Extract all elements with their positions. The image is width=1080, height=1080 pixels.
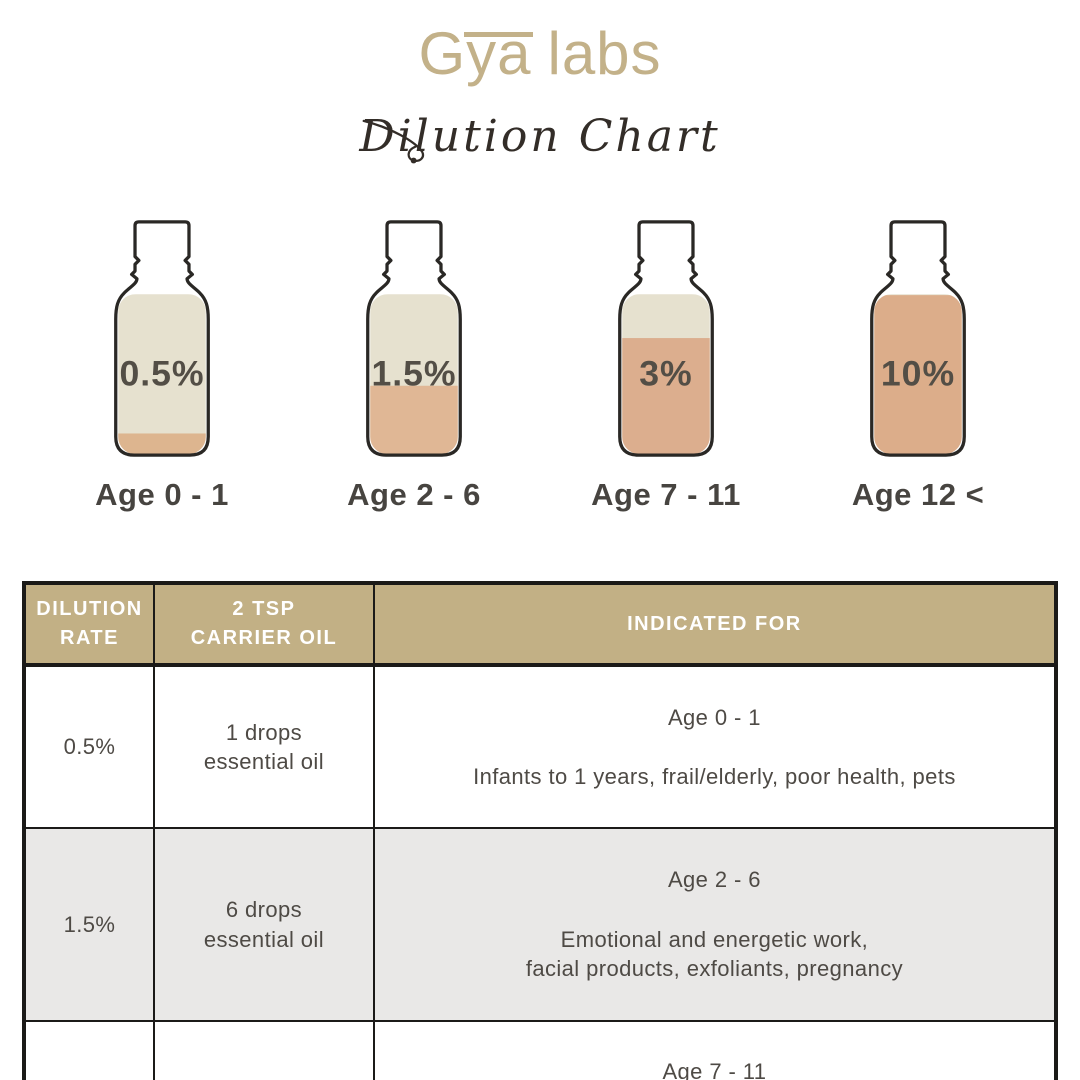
bottle-figure-2: 3% Age 7 - 11 <box>540 218 792 513</box>
age-label: Age 12 < <box>851 477 985 512</box>
table-row-2: 3% 9 drops essential oil Age 7 - 11 Gene… <box>22 1019 1058 1080</box>
bottle-figure-1: 1.5% Age 2 - 6 <box>288 218 540 513</box>
bottle-figure-0: 0.5% Age 0 - 1 <box>36 218 288 513</box>
bottle-icon: 10% <box>870 220 966 457</box>
brand-logo: Gya labs <box>0 24 1080 84</box>
dilution-percent-label: 10% <box>881 354 955 394</box>
table-row-0: 0.5% 1 drops essential oil Age 0 - 1 Inf… <box>22 663 1058 830</box>
table-cell-rate: 3% <box>22 1019 156 1080</box>
bottle-icon: 3% <box>618 220 714 457</box>
bottle-fill-level <box>874 295 962 455</box>
indicated-age: Age 2 - 6 <box>667 867 761 893</box>
table-row-1: 1.5% 6 drops essential oil Age 2 - 6 Emo… <box>22 827 1058 1022</box>
bottle-icon: 1.5% <box>366 220 462 457</box>
swash-stroke <box>362 119 425 162</box>
brand-prefix: G <box>418 20 467 87</box>
brand-overlined: ya <box>464 20 534 87</box>
age-label: Age 7 - 11 <box>591 477 741 512</box>
bottle-outline <box>618 220 714 457</box>
dilution-percent-label: 1.5% <box>371 354 456 394</box>
brand-suffix: labs <box>547 20 662 87</box>
bottle-contents <box>118 294 206 455</box>
table-cell-rate: 0.5% <box>22 663 156 830</box>
bottle-outline <box>870 220 966 457</box>
indicated-desc: Emotional and energetic work, facial pro… <box>525 926 904 982</box>
bottle-fill-level <box>370 385 458 455</box>
bottle-fill-level <box>118 433 206 455</box>
bottle-figure-3: 10% Age 12 < <box>792 218 1044 513</box>
dilution-percent-label: 3% <box>639 354 692 394</box>
table-header-row: DILUTION RATE 2 TSP CARRIER OIL INDICATE… <box>22 582 1058 667</box>
bottle-outline <box>366 220 462 457</box>
bottle-icon: 0.5% <box>114 220 210 457</box>
table-cell-indicated: Age 7 - 11 General massage and body care… <box>372 1019 1058 1080</box>
table-header-indicated-for: INDICATED FOR <box>372 582 1058 667</box>
indicated-desc: Infants to 1 years, frail/elderly, poor … <box>473 764 956 790</box>
age-label: Age 2 - 6 <box>347 477 481 512</box>
table-header-dilution-rate: DILUTION RATE <box>22 582 156 667</box>
bottle-fill-level <box>622 338 710 455</box>
indicated-age: Age 0 - 1 <box>667 704 761 730</box>
table-cell-drops: 9 drops essential oil <box>153 1019 375 1080</box>
indicated-age: Age 7 - 11 <box>662 1059 767 1080</box>
table-header-carrier-oil: 2 TSP CARRIER OIL <box>153 582 375 667</box>
table-cell-indicated: Age 2 - 6 Emotional and energetic work, … <box>372 827 1058 1022</box>
dilution-percent-label: 0.5% <box>119 354 204 394</box>
bottle-outline <box>114 220 210 457</box>
table-cell-indicated: Age 0 - 1 Infants to 1 years, frail/elde… <box>372 663 1058 830</box>
age-label: Age 0 - 1 <box>95 477 229 512</box>
swash-dot <box>410 157 417 164</box>
script-swash-icon <box>362 119 425 164</box>
table-cell-drops: 6 drops essential oil <box>153 827 375 1022</box>
table-cell-rate: 1.5% <box>22 827 156 1022</box>
table-cell-drops: 1 drops essential oil <box>153 663 375 830</box>
dilution-table: DILUTION RATE 2 TSP CARRIER OIL INDICATE… <box>22 581 1058 1080</box>
dilution-table-section: DILUTION RATE 2 TSP CARRIER OIL INDICATE… <box>22 581 1058 1080</box>
page-title: Dilution Chart <box>0 98 1080 176</box>
page-title-text: Dilution Chart <box>359 111 721 162</box>
bottles-row: 0.5% Age 0 - 1 1.5% Age 2 - 6 <box>0 218 1080 513</box>
